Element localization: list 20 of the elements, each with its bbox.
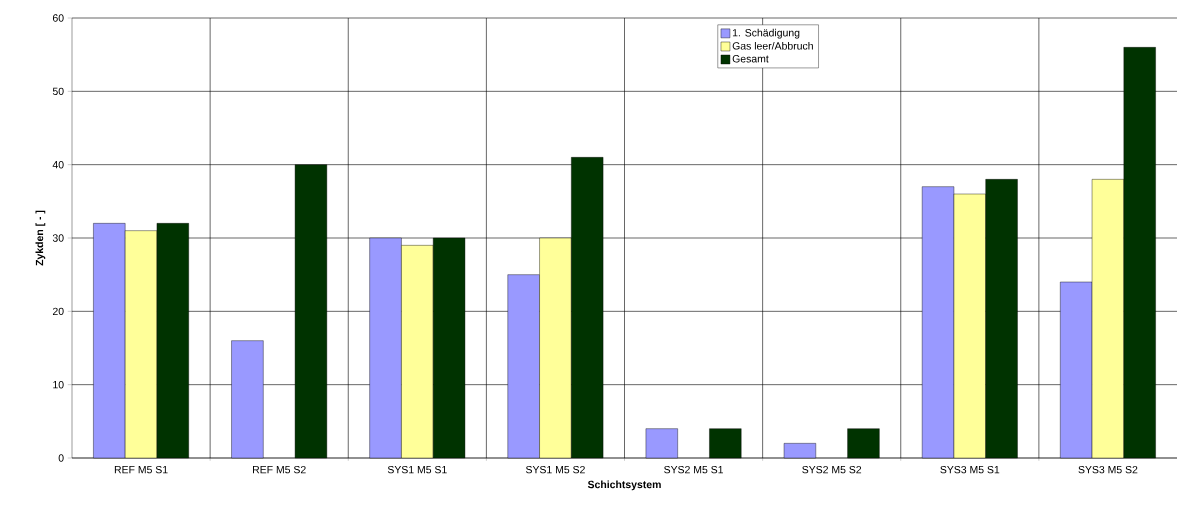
- y-tick-label: 40: [52, 160, 64, 169]
- y-tick-label: 0: [58, 454, 64, 462]
- legend-label: Gesamt: [732, 55, 769, 63]
- y-axis-title: Zykden [ - ]: [35, 210, 46, 266]
- x-tick-label: SYS2 M5 S1: [664, 465, 723, 474]
- x-tick-label: REF M5 S1: [114, 465, 168, 474]
- legend-label: 1. Schädigung: [732, 28, 800, 39]
- y-tick-label: 20: [52, 307, 64, 316]
- x-tick-label: REF M5 S2: [253, 465, 306, 474]
- x-tick-label: SYS2 M5 S2: [802, 465, 862, 474]
- y-tick-label: 30: [52, 234, 64, 242]
- y-tick-label: 50: [52, 87, 64, 96]
- x-tick-label: SYS1 M5 S1: [387, 465, 447, 474]
- y-tick-label: 60: [52, 14, 64, 22]
- x-tick-label: SYS1 M5 S2: [525, 465, 585, 474]
- x-tick-label: SYS3 M5 S1: [940, 465, 1000, 474]
- y-tick-label: 10: [53, 380, 64, 389]
- x-axis-title: Schichtsystem: [587, 480, 661, 491]
- x-tick-label: SYS3 M5 S2: [1078, 465, 1138, 474]
- legend-label: Gas leer/Abbruch: [732, 41, 813, 50]
